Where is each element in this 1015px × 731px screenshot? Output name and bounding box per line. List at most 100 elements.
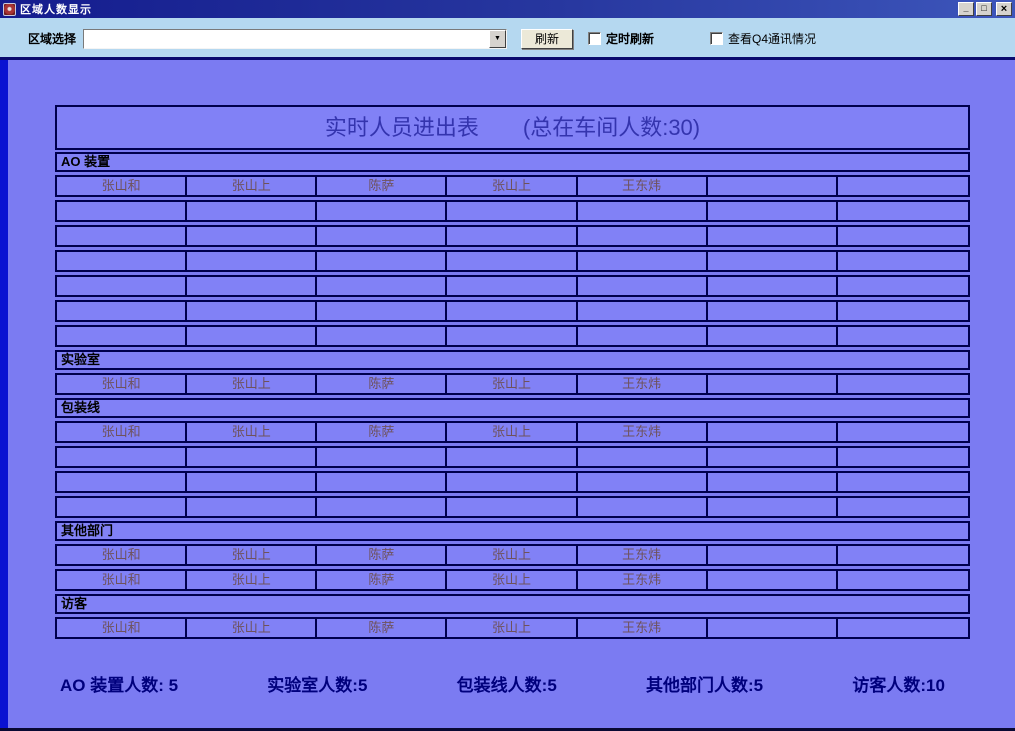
person-cell: 张山和: [57, 571, 188, 589]
person-cell: [317, 498, 448, 516]
person-cell: [57, 498, 188, 516]
person-cell: 张山上: [447, 423, 578, 441]
person-cell: [578, 448, 708, 466]
person-cell: [708, 375, 838, 393]
person-cell: 王东炜: [578, 619, 708, 637]
person-cell: [187, 473, 318, 491]
area-select-combobox[interactable]: ▼: [83, 28, 508, 49]
person-cell: [838, 277, 968, 295]
person-cell: [708, 277, 838, 295]
person-cell: [578, 227, 708, 245]
section-header: 访客: [55, 594, 970, 614]
person-cell: [838, 375, 968, 393]
person-cell: [317, 327, 448, 345]
app-icon: [3, 2, 16, 16]
timed-refresh-group: 定时刷新: [588, 30, 654, 47]
person-cell: [447, 448, 578, 466]
table-row: [55, 300, 970, 322]
table-row: 张山和 张山上 陈萨 张山上 王东炜: [55, 421, 970, 443]
person-cell: [708, 448, 838, 466]
person-cell: [838, 473, 968, 491]
close-button-icon[interactable]: ×: [996, 2, 1012, 16]
person-cell: [578, 252, 708, 270]
person-cell: 陈萨: [317, 177, 448, 195]
summary-item: AO 装置人数: 5: [60, 676, 179, 695]
person-cell: [317, 227, 448, 245]
person-cell: 王东炜: [578, 375, 708, 393]
main-panel: 实时人员进出表 (总在车间人数:30) AO 装置 张山和 张山上 陈萨 张山上 王东炜实…: [0, 57, 1015, 731]
person-cell: [57, 302, 188, 320]
summary-item: 其他部门人数:5: [646, 676, 764, 695]
person-cell: [708, 302, 838, 320]
person-cell: [708, 571, 838, 589]
person-cell: 陈萨: [317, 571, 448, 589]
q4-status-checkbox[interactable]: [710, 32, 724, 45]
person-cell: 张山上: [447, 571, 578, 589]
table-row: 张山和 张山上 陈萨 张山上 王东炜: [55, 373, 970, 395]
summary-bar: AO 装置人数: 5 实验室人数:5 包装线人数:5 其他部门人数:5 访客人数:10: [60, 671, 945, 696]
person-cell: 陈萨: [317, 423, 448, 441]
window-controls: _ □ ×: [958, 2, 1012, 16]
person-cell: [578, 327, 708, 345]
person-cell: [187, 498, 318, 516]
combobox-dropdown-arrow-icon[interactable]: ▼: [489, 29, 507, 48]
table-body: AO 装置 张山和 张山上 陈萨 张山上 王东炜 实验室 张山和 张山上 陈萨 张山上 王东炜 包装线张…: [55, 152, 970, 639]
person-cell: [708, 546, 838, 564]
person-cell: [187, 202, 318, 220]
person-cell: [708, 619, 838, 637]
person-cell: [838, 177, 968, 195]
person-cell: [447, 327, 578, 345]
person-cell: [708, 202, 838, 220]
table-row: [55, 250, 970, 272]
person-cell: [447, 302, 578, 320]
person-cell: [708, 327, 838, 345]
person-cell: 张山上: [187, 423, 318, 441]
table-row: [55, 200, 970, 222]
person-cell: [708, 227, 838, 245]
person-cell: 张山和: [57, 177, 188, 195]
person-cell: 陈萨: [317, 375, 448, 393]
minimize-button-icon[interactable]: _: [958, 2, 974, 16]
person-cell: [838, 252, 968, 270]
timed-refresh-checkbox[interactable]: [588, 32, 602, 45]
person-cell: [57, 227, 188, 245]
person-cell: 张山上: [187, 619, 318, 637]
person-cell: [838, 327, 968, 345]
timed-refresh-label: 定时刷新: [606, 32, 655, 46]
person-cell: [317, 302, 448, 320]
area-select-label: 区域选择: [28, 32, 77, 46]
window-title: 区域人数显示: [20, 4, 92, 16]
person-cell: [57, 473, 188, 491]
person-cell: [578, 473, 708, 491]
person-cell: [838, 571, 968, 589]
person-cell: [317, 448, 448, 466]
person-cell: [187, 327, 318, 345]
person-cell: [187, 448, 318, 466]
person-cell: 张山和: [57, 423, 188, 441]
q4-status-label: 查看Q4通讯情况: [728, 32, 817, 46]
restore-button-icon[interactable]: □: [976, 2, 992, 16]
person-cell: 张山和: [57, 375, 188, 393]
person-cell: 张山上: [187, 177, 318, 195]
person-cell: 张山上: [187, 546, 318, 564]
person-cell: 张山上: [447, 619, 578, 637]
section-header: AO 装置: [55, 152, 970, 172]
person-cell: 王东炜: [578, 177, 708, 195]
person-cell: 张山上: [447, 375, 578, 393]
person-cell: 张山上: [187, 571, 318, 589]
person-cell: 张山上: [447, 546, 578, 564]
person-cell: [447, 473, 578, 491]
table-row: 张山和 张山上 陈萨 张山上 王东炜: [55, 569, 970, 591]
person-cell: [187, 302, 318, 320]
person-cell: 张山上: [187, 375, 318, 393]
person-cell: [838, 448, 968, 466]
left-border-strip: [0, 60, 8, 728]
refresh-button[interactable]: 刷新: [521, 28, 574, 49]
section-header: 其他部门: [55, 521, 970, 541]
person-cell: [838, 302, 968, 320]
table-title: 实时人员进出表 (总在车间人数:30): [55, 105, 970, 150]
person-cell: [57, 327, 188, 345]
table-row: [55, 275, 970, 297]
person-cell: [708, 473, 838, 491]
